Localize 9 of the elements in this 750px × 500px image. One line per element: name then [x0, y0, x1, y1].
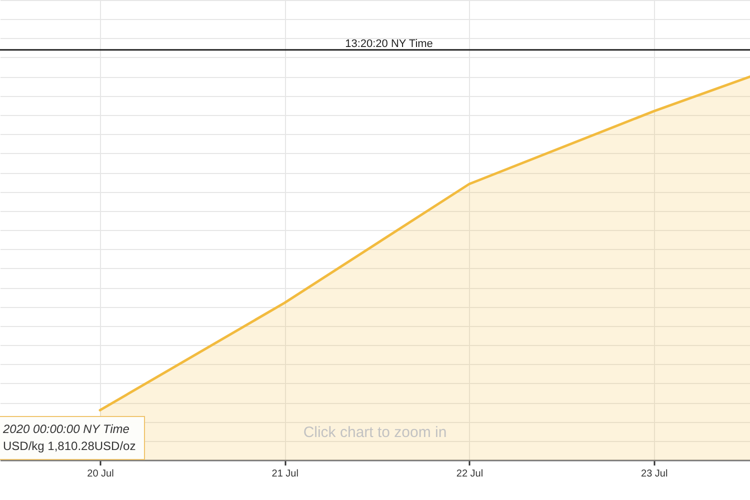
tooltip-box: 2020 00:00:00 NY Time USD/kg 1,810.28USD/oz — [0, 416, 145, 460]
x-tick-label: 23 Jul — [641, 468, 668, 480]
x-tick-label: 20 Jul — [87, 468, 114, 480]
annotation: 2020 00:00:00 NY Time — [3, 421, 130, 438]
x-tick-label: 21 Jul — [272, 468, 298, 480]
annotation: USD/kg 1,810.28USD/oz — [3, 438, 136, 455]
annotation: Click chart to zoom in — [303, 424, 447, 441]
chart-title: 13:20:20 NY Time — [345, 38, 433, 50]
x-tick-label: 22 Jul — [456, 468, 484, 480]
